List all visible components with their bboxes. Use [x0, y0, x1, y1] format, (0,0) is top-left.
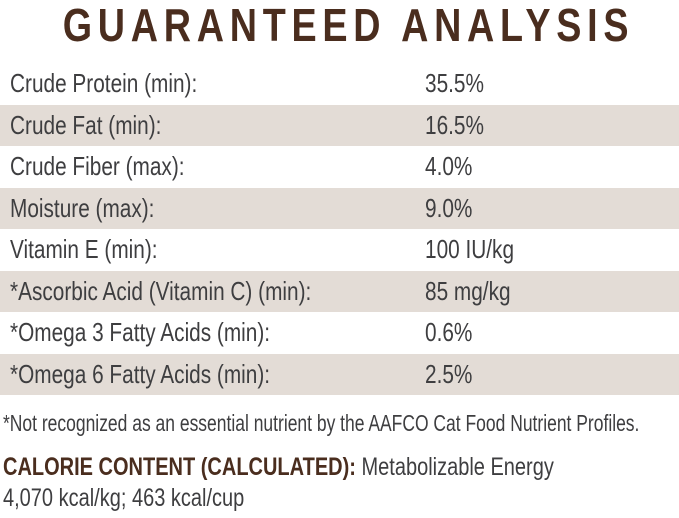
page-title: GUARANTEED ANALYSIS	[0, 2, 679, 49]
calorie-content-description: Metabolizable Energy	[361, 453, 554, 481]
calorie-values: 4,070 kcal/kg; 463 kcal/cup	[3, 484, 245, 512]
nutrient-label: Crude Protein (min):	[10, 68, 198, 98]
table-row: Crude Fiber (max): 4.0%	[0, 146, 679, 188]
nutrient-label: Moisture (max):	[10, 192, 155, 223]
nutrient-label: *Omega 6 Fatty Acids (min):	[10, 358, 271, 389]
calorie-content-heading: CALORIE CONTENT (CALCULATED):	[3, 453, 356, 481]
nutrient-label: *Ascorbic Acid (Vitamin C) (min):	[10, 275, 312, 306]
table-row: Vitamin E (min): 100 IU/kg	[0, 229, 679, 271]
calorie-content-line: CALORIE CONTENT (CALCULATED): Metaboliza…	[3, 452, 554, 482]
nutrient-value: 100 IU/kg	[425, 234, 515, 264]
table-row: Moisture (max): 9.0%	[0, 187, 679, 229]
nutrient-label: *Omega 3 Fatty Acids (min):	[10, 317, 271, 347]
table-row: Crude Fat (min): 16.5%	[0, 104, 679, 146]
nutrient-value: 9.0%	[425, 192, 473, 223]
nutrient-label: Vitamin E (min):	[10, 234, 158, 264]
table-row: Crude Protein (min): 35.5%	[0, 63, 679, 105]
nutrient-value: 35.5%	[425, 68, 484, 98]
nutrient-value: 16.5%	[425, 109, 484, 140]
table-row: *Ascorbic Acid (Vitamin C) (min): 85 mg/…	[0, 270, 679, 312]
table-row: *Omega 3 Fatty Acids (min): 0.6%	[0, 312, 679, 354]
nutrient-value: 2.5%	[425, 358, 473, 389]
nutrient-label: Crude Fiber (max):	[10, 151, 185, 181]
nutrient-value: 85 mg/kg	[425, 275, 511, 306]
nutrient-label: Crude Fat (min):	[10, 109, 162, 140]
nutrient-value: 4.0%	[425, 151, 473, 181]
table-row: *Omega 6 Fatty Acids (min): 2.5%	[0, 353, 679, 395]
page-title-text: GUARANTEED ANALYSIS	[62, 0, 635, 51]
analysis-table: Crude Protein (min): 35.5% Crude Fat (mi…	[0, 63, 679, 395]
footnote: *Not recognized as an essential nutrient…	[3, 410, 640, 436]
nutrient-value: 0.6%	[425, 317, 473, 347]
